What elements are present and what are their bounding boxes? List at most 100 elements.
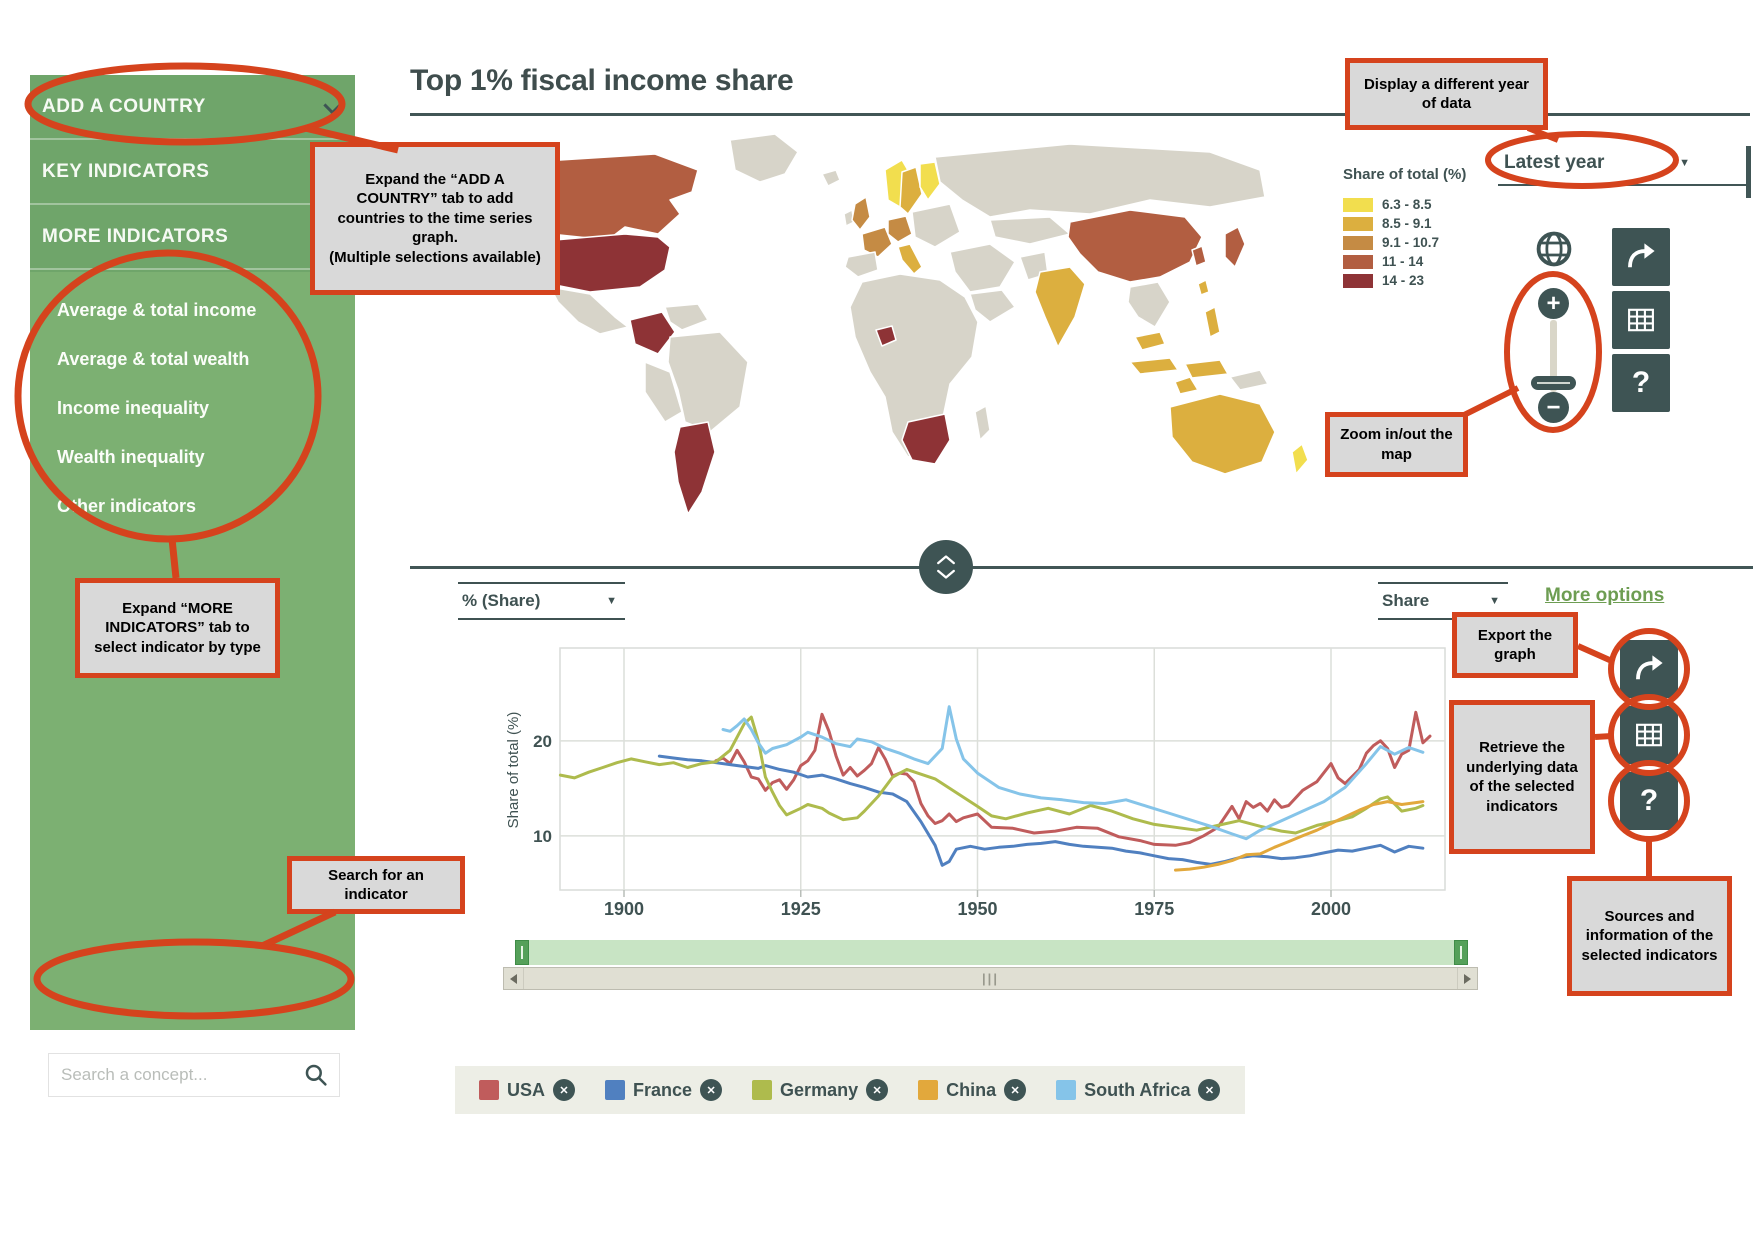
chevron-down-icon: ▼ [1679,157,1690,169]
region-indonesia[interactable] [1184,359,1229,379]
series-line-china[interactable] [1174,800,1425,872]
region-sweden[interactable] [899,166,923,215]
region-korea[interactable] [1191,245,1207,267]
y-tick-label: 20 [533,732,552,751]
sidebar-item-average-total-wealth[interactable]: Average & total wealth [30,335,355,384]
sidebar-item-average-total-income[interactable]: Average & total income [30,286,355,335]
chart-export-button[interactable] [1620,640,1678,698]
chart-table-button[interactable] [1620,706,1678,764]
chevron-down-icon [323,96,342,115]
chevron-down-icon: ▼ [1489,595,1500,607]
region-se-asia[interactable] [1127,281,1171,328]
sidebar-tab-key-indicators[interactable]: KEY INDICATORS [30,140,355,205]
region-france[interactable] [861,226,893,258]
map-table-button[interactable] [1612,291,1670,349]
region-japan[interactable] [1224,226,1246,268]
region-indonesia[interactable] [1129,357,1179,375]
scrollbar-grip[interactable]: ||| [982,971,999,986]
chart-scrollbar[interactable]: ||| [503,967,1478,990]
remove-france-button[interactable]: ✕ [700,1079,723,1101]
sidebar-tabs: ADD A COUNTRY KEY INDICATORS MORE INDICATO… [30,75,355,270]
region-indonesia[interactable] [1174,376,1199,395]
remove-south-africa-button[interactable]: ✕ [1198,1079,1221,1101]
sidebar-item-other-indicators[interactable]: Other indicators [30,482,355,531]
country-name: Germany [780,1079,859,1100]
map-legend-row: 6.3 - 8.5 [1343,195,1503,214]
more-options-link[interactable]: More options [1545,585,1665,606]
collapse-toggle-button[interactable] [919,540,973,594]
minus-icon: − [1546,393,1561,421]
left-arrow-icon [510,973,517,984]
region-middle-east[interactable] [949,243,1016,293]
region-south-africa[interactable] [901,413,951,465]
sidebar-tab-more-indicators[interactable]: MORE INDICATORS [30,205,355,270]
series-line-germany[interactable] [558,715,1425,835]
year-dropdown[interactable]: Latest year ▼ [1498,142,1750,186]
region-russia[interactable] [934,143,1266,218]
series-line-france[interactable] [657,754,1425,867]
region-australia[interactable] [1169,393,1276,475]
region-peru[interactable] [644,361,683,423]
question-mark-icon: ? [1639,784,1659,817]
region-west-africa[interactable] [875,325,897,347]
series-line-usa[interactable] [714,710,1432,847]
region-finland[interactable] [919,161,941,201]
world-map[interactable] [430,122,1340,522]
region-colombia[interactable] [629,311,676,355]
sidebar-item-income-inequality[interactable]: Income inequality [30,384,355,433]
remove-usa-button[interactable]: ✕ [553,1079,576,1101]
region-mexico[interactable] [549,286,629,335]
sidebar-tab-add-a-country[interactable]: ADD A COUNTRY [30,75,355,140]
region-arabia[interactable] [969,289,1016,323]
range-end-handle[interactable] [1454,940,1468,965]
region-taiwan[interactable] [1197,279,1210,296]
sidebar-tab-label: KEY INDICATORS [42,160,210,182]
search-icon[interactable] [303,1062,329,1088]
region-uk[interactable] [851,196,871,231]
region-venezuela[interactable] [664,303,709,331]
region-brazil[interactable] [667,331,749,433]
time-series-chart[interactable]: 10 20 1900 1925 1950 1975 2000 Share of total (… [440,600,1750,945]
region-papua[interactable] [1229,369,1269,391]
region-spain[interactable] [844,251,879,278]
series-type-dropdown[interactable]: Share ▼ [1378,582,1508,620]
region-germany[interactable] [887,215,913,243]
map-help-button[interactable]: ? [1612,354,1670,412]
series-line-south-africa[interactable] [721,705,1425,841]
search-input[interactable] [59,1064,303,1086]
legend-swatch [1343,216,1373,231]
time-range-slider[interactable] [515,940,1468,965]
map-export-button[interactable] [1612,228,1670,286]
range-start-handle[interactable] [515,940,529,965]
annotation-year: Display a different year of data [1345,58,1548,130]
unit-dropdown[interactable]: % (Share) ▼ [458,582,625,620]
scroll-left-button[interactable] [504,968,524,989]
country-name: South Africa [1084,1079,1191,1100]
region-east-europe[interactable] [911,203,961,248]
region-philippines[interactable] [1204,306,1221,338]
map-zoom-out-button[interactable]: − [1538,392,1569,423]
region-malaysia[interactable] [1134,331,1166,351]
map-zoom-slider-handle[interactable] [1531,376,1576,390]
region-india[interactable] [1034,266,1086,348]
map-legend-row: 14 - 23 [1343,271,1503,290]
region-italy[interactable] [897,243,923,275]
region-central-asia[interactable] [989,216,1071,245]
region-madagascar[interactable] [974,405,991,441]
annotation-sources: Sources and information of the selected … [1567,876,1732,996]
scroll-right-button[interactable] [1457,968,1477,989]
region-greenland[interactable] [729,133,799,183]
year-dropdown-value: Latest year [1504,152,1605,173]
region-iceland[interactable] [821,169,841,187]
sidebar-item-wealth-inequality[interactable]: Wealth inequality [30,433,355,482]
concept-search[interactable] [48,1053,340,1097]
region-china[interactable] [1067,209,1203,283]
map-zoom-in-button[interactable]: + [1538,288,1569,319]
x-tick-label: 1950 [957,899,997,919]
region-argentina[interactable] [673,421,716,515]
remove-germany-button[interactable]: ✕ [866,1079,889,1101]
region-new-zealand[interactable] [1291,443,1309,475]
legend-swatch [1343,235,1373,250]
remove-china-button[interactable]: ✕ [1004,1079,1027,1101]
chart-help-button[interactable]: ? [1620,772,1678,830]
